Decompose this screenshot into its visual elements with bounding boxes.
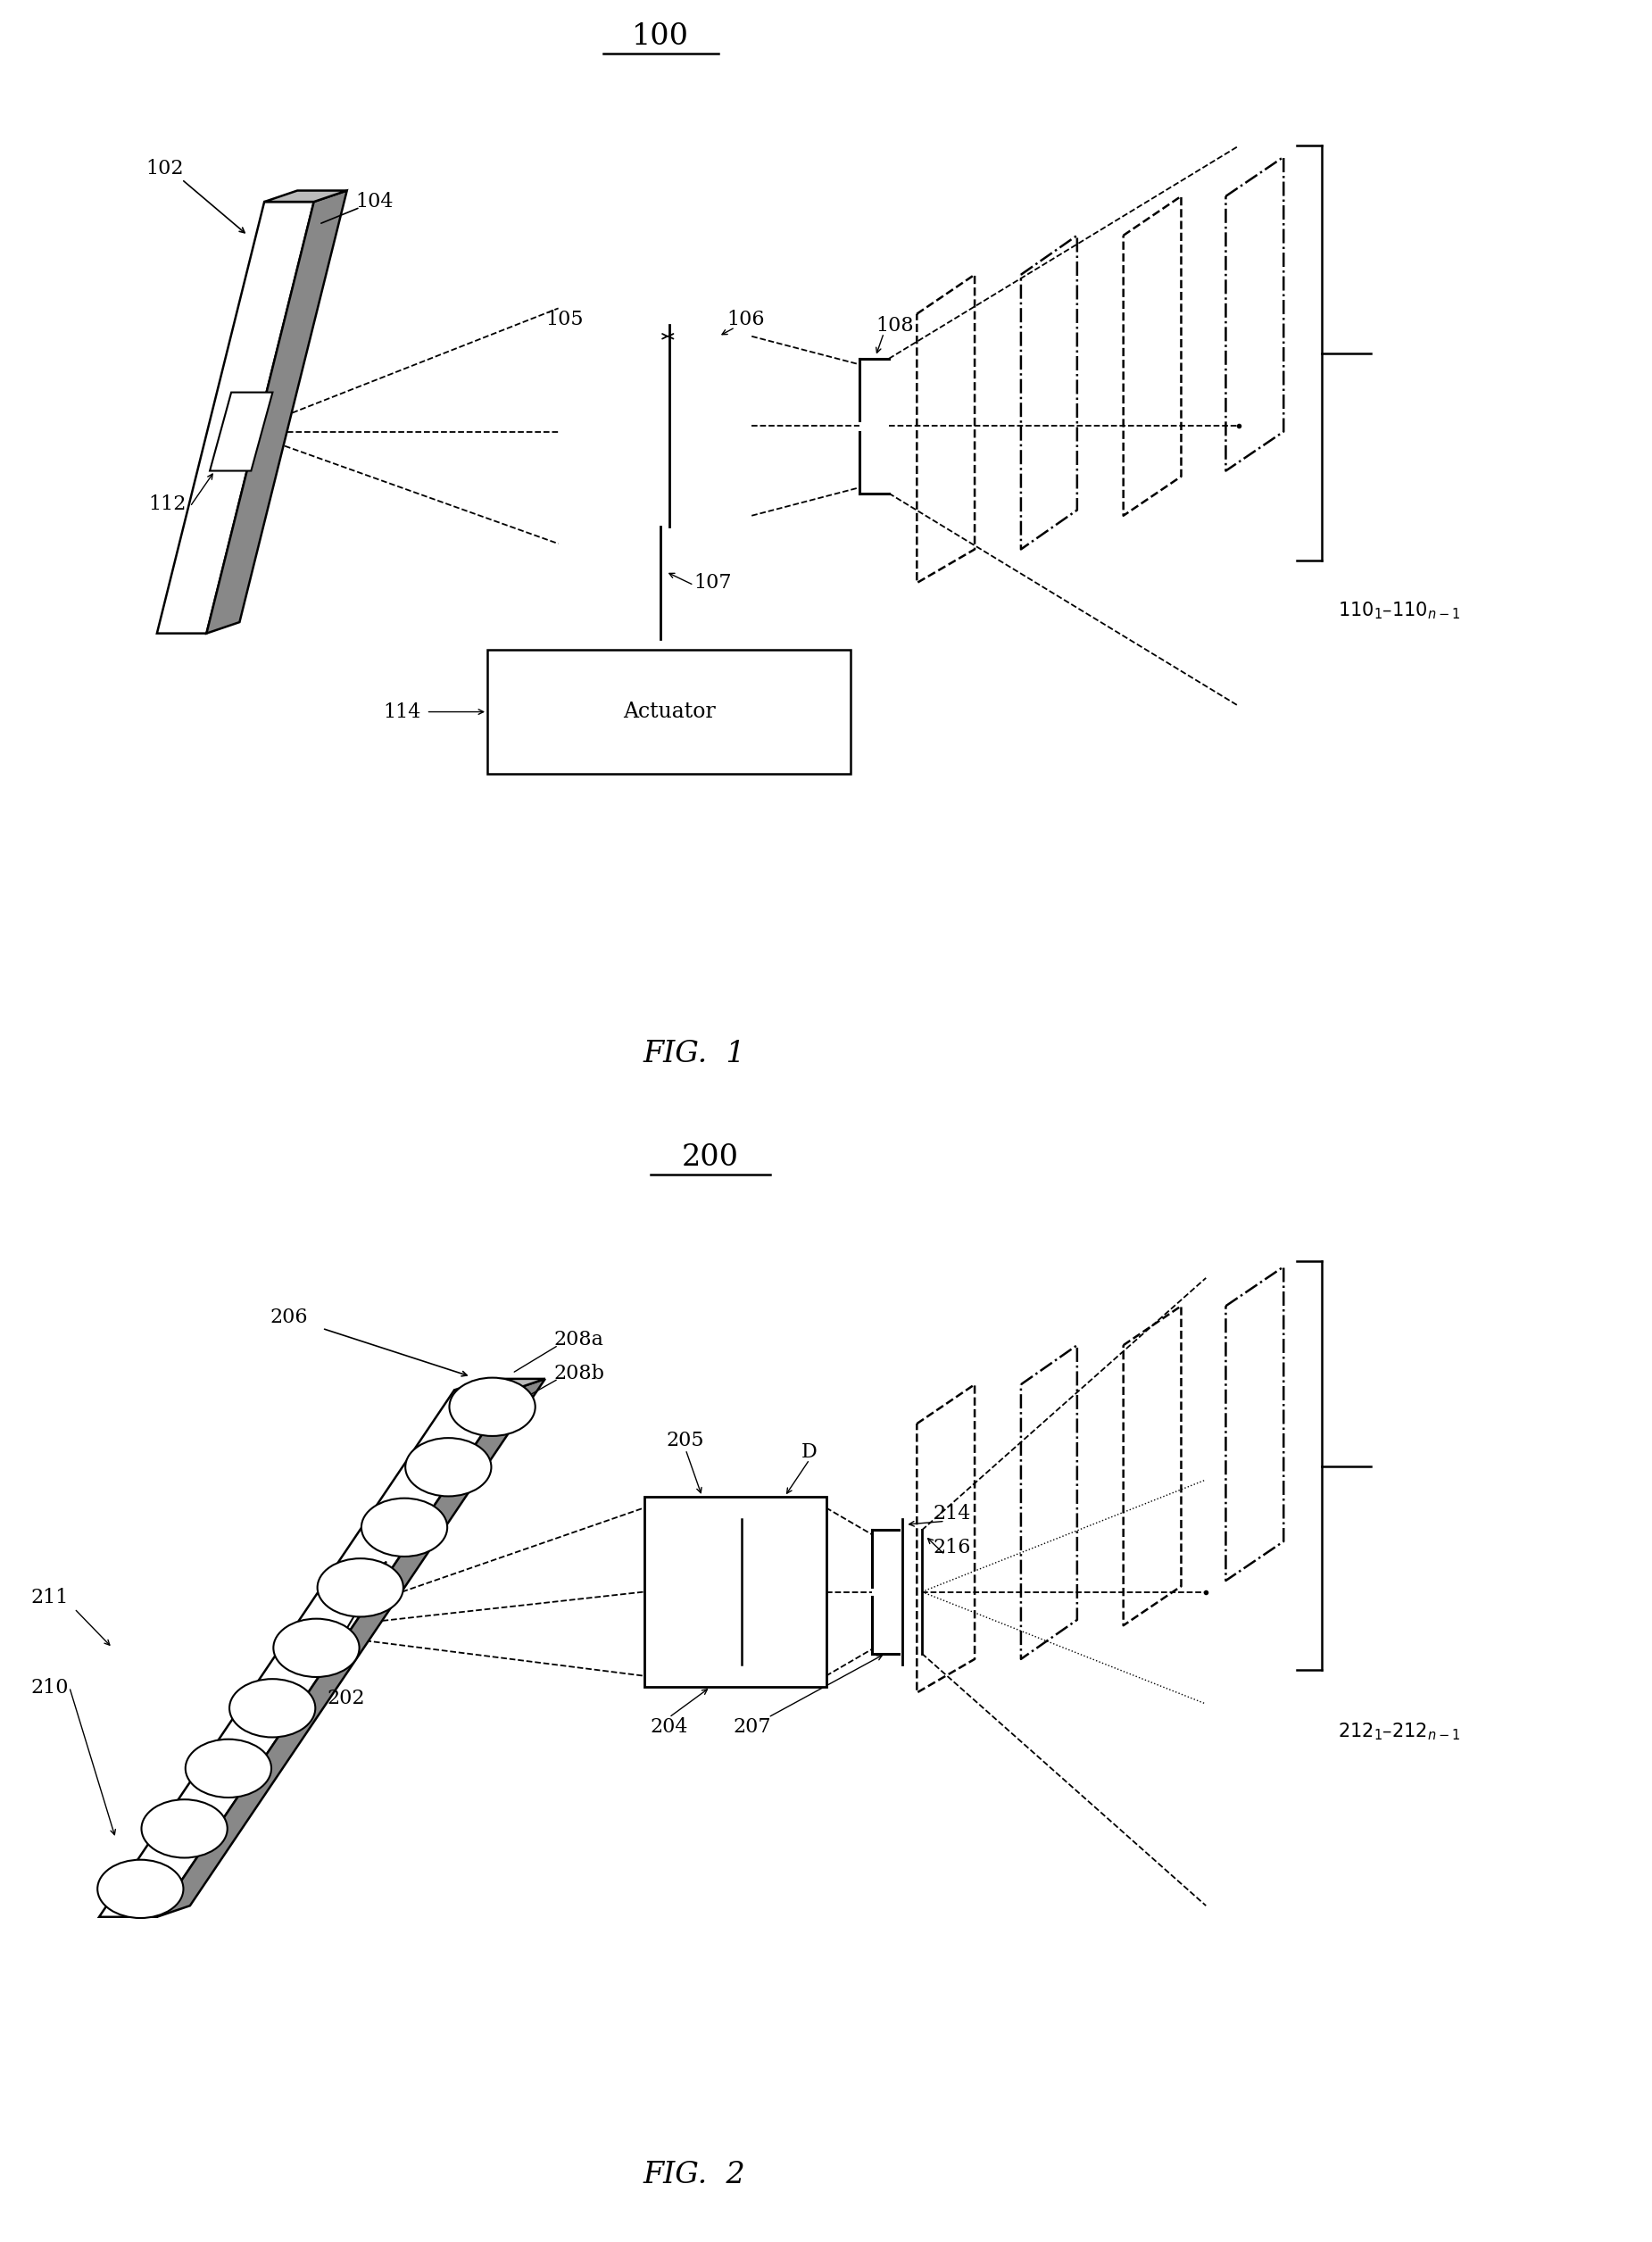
Polygon shape (206, 191, 347, 632)
Text: 112: 112 (149, 495, 187, 513)
Text: 102: 102 (145, 159, 183, 177)
Text: D: D (801, 1442, 818, 1462)
Text: 108: 108 (876, 316, 914, 334)
Text: FIG.  1: FIG. 1 (643, 1040, 745, 1067)
Bar (644, 1498, 826, 1688)
Bar (487, 650, 851, 773)
Polygon shape (99, 1390, 512, 1917)
Circle shape (449, 1377, 535, 1435)
Circle shape (273, 1619, 360, 1677)
Polygon shape (210, 392, 273, 471)
Circle shape (142, 1800, 228, 1859)
Text: 100: 100 (633, 22, 689, 49)
Polygon shape (157, 202, 314, 632)
Text: 200: 200 (682, 1143, 738, 1170)
Text: $110_1$–$110_{n-1}$: $110_1$–$110_{n-1}$ (1338, 601, 1460, 621)
Polygon shape (454, 1379, 545, 1390)
Text: 206: 206 (271, 1307, 307, 1327)
Text: 214: 214 (933, 1504, 971, 1522)
Circle shape (230, 1679, 316, 1738)
Text: 106: 106 (727, 309, 765, 330)
Text: 202: 202 (327, 1688, 365, 1708)
Circle shape (185, 1740, 271, 1798)
Text: 114: 114 (383, 702, 421, 722)
Circle shape (405, 1437, 491, 1495)
Text: 210: 210 (31, 1677, 68, 1697)
Circle shape (362, 1498, 448, 1556)
Text: 208b: 208b (553, 1363, 605, 1383)
Circle shape (317, 1558, 403, 1616)
Text: 204: 204 (651, 1717, 687, 1735)
Text: 107: 107 (694, 574, 732, 592)
Text: 211: 211 (31, 1587, 68, 1608)
Text: 208a: 208a (553, 1330, 603, 1350)
Text: $212_1$–$212_{n-1}$: $212_1$–$212_{n-1}$ (1338, 1722, 1460, 1742)
Text: 105: 105 (545, 309, 583, 330)
Text: 205: 205 (667, 1430, 704, 1451)
Text: 207: 207 (733, 1717, 770, 1735)
Polygon shape (264, 191, 347, 202)
Text: 104: 104 (355, 193, 393, 211)
Polygon shape (157, 1379, 545, 1917)
Circle shape (97, 1861, 183, 1919)
Text: Actuator: Actuator (623, 702, 715, 722)
Text: FIG.  2: FIG. 2 (643, 2161, 745, 2188)
Text: 216: 216 (933, 1538, 971, 1556)
